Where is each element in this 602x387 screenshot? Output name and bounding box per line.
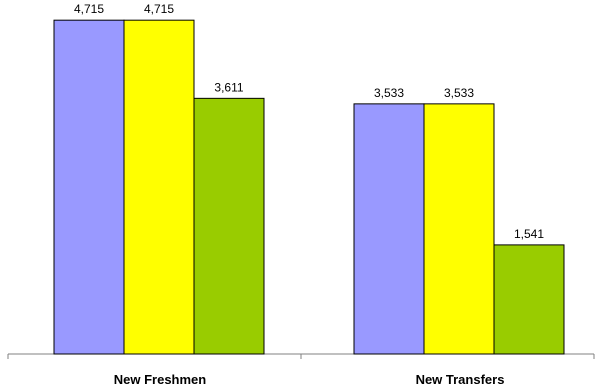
labels-group: 4,715 4,715 3,611 3,533 3,533 1,541 xyxy=(74,2,544,241)
value-label-new-freshmen-1: 4,715 xyxy=(74,2,104,16)
category-label-new-freshmen: New Freshmen xyxy=(114,372,207,387)
bar-new-freshmen-2 xyxy=(123,19,195,355)
value-label-new-transfers-1: 3,533 xyxy=(374,86,404,100)
value-label-new-transfers-2: 3,533 xyxy=(444,86,474,100)
value-label-new-transfers-3: 1,541 xyxy=(514,227,544,241)
bar-new-transfers-3 xyxy=(493,244,565,355)
value-label-new-freshmen-3: 3,611 xyxy=(214,80,243,94)
bar-new-freshmen-3 xyxy=(193,97,265,355)
bar-new-transfers-2 xyxy=(423,103,495,355)
value-label-new-freshmen-2: 4,715 xyxy=(144,2,174,16)
category-label-new-transfers: New Transfers xyxy=(416,372,505,387)
bar-new-transfers-1 xyxy=(353,103,425,355)
bar-new-freshmen-1 xyxy=(53,19,125,355)
bars-group xyxy=(53,19,565,355)
